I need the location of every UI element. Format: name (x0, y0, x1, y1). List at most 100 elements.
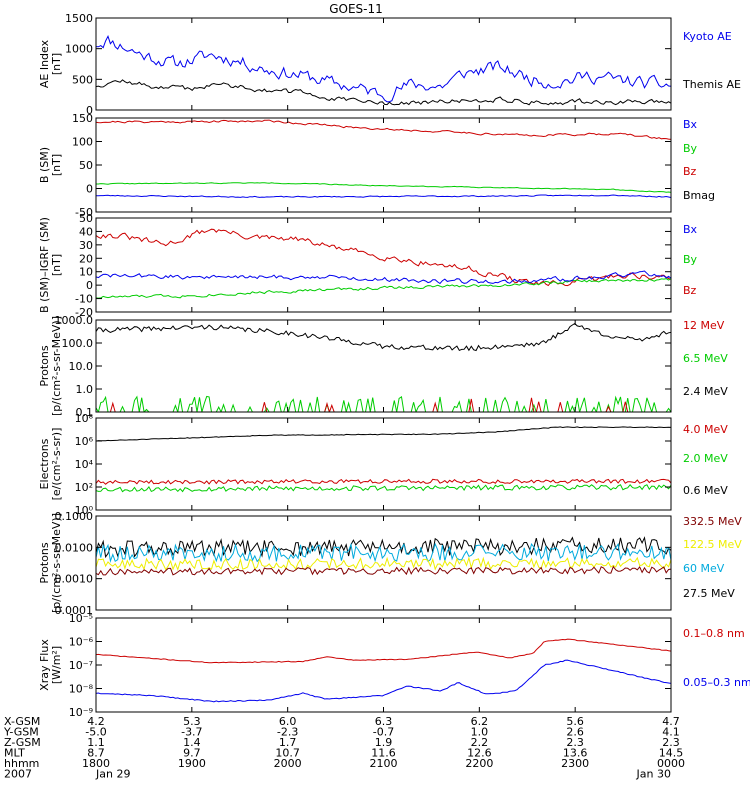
y-tick-label: 30 (79, 239, 93, 252)
legend-bz: Bz (683, 284, 697, 297)
ephemeris-value: 1.0 (471, 726, 489, 739)
series-line-2-0-mev (96, 484, 671, 493)
y-tick-label: 10⁻⁶ (69, 636, 94, 649)
ephemeris-row-label: 2007 (4, 768, 32, 781)
y-axis-label: [nT] (50, 154, 63, 176)
panel-7: 10⁻⁹ 10⁻⁸ 10⁻⁷ 10⁻⁶ 10⁻⁵ Xray Flux [W/m²] 0.1–0… (38, 612, 750, 719)
panel-2: -50 0 50 100 150 B (SM) [nT] Bx By Bz Bmag (38, 112, 715, 219)
legend-332-5-mev: 332.5 MeV (683, 515, 742, 528)
y-tick-label: 0.0100 (55, 541, 94, 554)
y-tick-label: 10⁸ (75, 412, 94, 425)
series-line-332-5-mev (96, 565, 671, 576)
y-tick-label: 10² (75, 481, 93, 494)
y-tick-label: 1000 (65, 43, 93, 56)
y-tick-label: -10 (75, 293, 93, 306)
series-line-themis-ae (96, 79, 671, 106)
y-tick-label: 50 (79, 159, 93, 172)
y-axis-label: Xray Flux (38, 639, 51, 691)
y-tick-label: 150 (72, 112, 93, 125)
y-tick-label: 0.0001 (55, 604, 94, 617)
ephemeris-value: 2.3 (566, 736, 584, 749)
y-tick-label: 0 (86, 104, 93, 117)
series-line-2-4-mev (96, 322, 671, 352)
ephemeris-value: 2100 (370, 757, 398, 770)
ephemeris-value: 2.2 (471, 736, 489, 749)
y-tick-label: 500 (72, 73, 93, 86)
y-axis-label: Protons (38, 345, 51, 386)
y-axis-label: [W/m²] (50, 646, 63, 684)
series-line-bx (96, 194, 671, 198)
y-tick-label: 10⁶ (75, 435, 94, 448)
series-line-kyoto-ae (96, 34, 671, 103)
series-line-27-5-mev (96, 536, 671, 559)
y-tick-label: 10⁻⁷ (69, 659, 93, 672)
ephemeris-value: 6.0 (279, 715, 297, 728)
legend-themis-ae: Themis AE (682, 78, 741, 91)
ephemeris-value: 1.7 (279, 736, 297, 749)
y-tick-label: 1500 (65, 12, 93, 25)
series-line-by (96, 278, 671, 299)
ephemeris-value: 12.6 (467, 747, 492, 760)
panel-1: 0 500 1000 1500 AE Index [nT] Kyoto AE Themis A… (38, 12, 741, 117)
ephemeris-value: 1800 (82, 757, 110, 770)
y-tick-label: 10.0 (69, 360, 94, 373)
ephemeris-value: 1900 (178, 757, 206, 770)
ephemeris-value: 11.6 (371, 747, 396, 760)
legend-bmag: Bmag (683, 189, 715, 202)
y-tick-label: 0 (86, 279, 93, 292)
ephemeris-value: 1.4 (183, 736, 201, 749)
y-tick-label: 0 (86, 183, 93, 196)
series-line-0-05-0-3-nm (96, 659, 671, 703)
y-tick-label: 50 (79, 212, 93, 225)
y-tick-label: 10⁻⁹ (69, 706, 93, 719)
series-line-0-1-0-8-nm (96, 638, 671, 664)
ephemeris-value: 10.7 (275, 747, 300, 760)
ephemeris-value: 9.7 (183, 747, 201, 760)
series-line-bx (96, 270, 671, 285)
y-axis-label: [e/(cm²-s-sr)] (50, 428, 63, 501)
legend-bx: Bx (683, 118, 698, 131)
legend-6-5-mev: 6.5 MeV (683, 352, 728, 365)
ephemeris-value: 6.2 (471, 715, 489, 728)
ephemeris-value: -2.3 (277, 726, 298, 739)
y-tick-label: 10⁻⁵ (69, 612, 93, 625)
ephemeris-value: 8.7 (87, 747, 105, 760)
legend-60-mev: 60 MeV (683, 562, 725, 575)
y-tick-label: 10⁻⁸ (69, 683, 94, 696)
y-tick-label: 1.0 (76, 383, 94, 396)
legend-122-5-mev: 122.5 MeV (683, 538, 742, 551)
ephemeris-value: 1.1 (87, 736, 105, 749)
ephemeris-value: 0000 (657, 757, 685, 770)
ephemeris-value: -0.7 (373, 726, 394, 739)
ephemeris-value: 2000 (274, 757, 302, 770)
y-axis-label: Protons (38, 542, 51, 583)
ephemeris-value: 14.5 (659, 747, 684, 760)
series-line-60-mev (96, 542, 671, 563)
series-line-4-0-mev (96, 478, 671, 485)
legend-2-4-mev: 2.4 MeV (683, 385, 728, 398)
ephemeris-value: 1.9 (375, 736, 393, 749)
legend-12-mev: 12 MeV (683, 319, 725, 332)
ephemeris-value: 5.3 (183, 715, 201, 728)
legend-4-0-mev: 4.0 MeV (683, 423, 728, 436)
ephemeris-value: 4.1 (662, 726, 680, 739)
series-line-122-5-mev (96, 556, 671, 572)
panel-5: 10⁰ 10² 10⁴ 10⁶ 10⁸ Electrons [e/(cm²-s-sr)] 4.… (38, 412, 728, 517)
figure-title: GOES-11 (329, 2, 383, 16)
ephemeris-row-label: X-GSM (4, 715, 40, 728)
y-tick-label: -50 (75, 206, 93, 219)
y-tick-label: 1000.0 (55, 314, 94, 327)
legend-27-5-mev: 27.5 MeV (683, 587, 735, 600)
y-tick-label: 100 (72, 136, 93, 149)
legend-2-0-mev: 2.0 MeV (683, 452, 728, 465)
legend-kyoto-ae: Kyoto AE (683, 30, 732, 43)
y-axis-label: [nT] (50, 53, 63, 75)
ephemeris-value: -5.0 (85, 726, 106, 739)
y-tick-label: -20 (75, 306, 93, 319)
ephemeris-value: Jan 29 (95, 768, 130, 781)
panel-frame (95, 417, 672, 511)
y-tick-label: 100.0 (62, 337, 94, 350)
panel-6: 0.0001 0.0010 0.0100 0.1000 Protons [p/(cm²-s… (38, 510, 742, 617)
y-axis-label: AE Index (38, 39, 51, 88)
